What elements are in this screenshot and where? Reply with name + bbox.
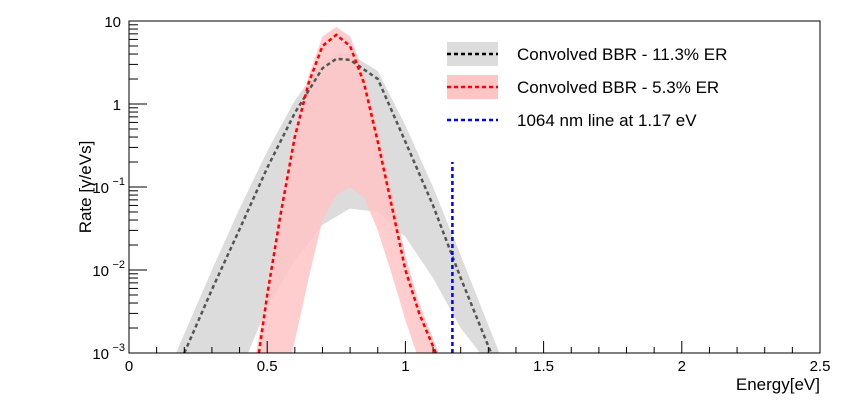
y-tick-label-base: 10 bbox=[92, 263, 109, 280]
legend-label-1064nm: 1064 nm line at 1.17 eV bbox=[517, 111, 697, 130]
y-tick-label-base: 1 bbox=[113, 97, 121, 114]
y-axis-title: Rate [γ/eVs] bbox=[76, 141, 95, 234]
y-tick-label: 1 bbox=[113, 97, 121, 114]
legend-label-er-11: Convolved BBR - 11.3% ER bbox=[517, 45, 727, 64]
x-axis-title: Energy[eV] bbox=[736, 375, 820, 394]
legend-entry-er-11: Convolved BBR - 11.3% ER bbox=[447, 42, 727, 66]
y-tick-label: 10 −1 bbox=[92, 176, 125, 197]
legend-entry-er-5: Convolved BBR - 5.3% ER bbox=[447, 75, 719, 99]
y-tick-label: 10 −2 bbox=[92, 259, 125, 280]
y-tick-label-base: 10 bbox=[92, 346, 109, 363]
y-tick-label-exponent: −3 bbox=[112, 342, 125, 354]
x-tick-label: 0 bbox=[125, 358, 133, 375]
x-tick-label: 0.5 bbox=[257, 358, 278, 375]
y-tick-label-exponent: −1 bbox=[112, 176, 125, 188]
x-tick-label: 1.5 bbox=[533, 358, 554, 375]
x-tick-label: 2.5 bbox=[810, 358, 831, 375]
legend: Convolved BBR - 11.3% ER Convolved BBR -… bbox=[447, 42, 727, 130]
x-axis: 0 0.5 1 1.5 2 2.5 bbox=[125, 341, 831, 375]
legend-label-er-5: Convolved BBR - 5.3% ER bbox=[517, 78, 719, 97]
x-tick-label: 1 bbox=[401, 358, 409, 375]
plot-area bbox=[176, 26, 500, 353]
y-tick-label-exponent: −2 bbox=[112, 259, 125, 271]
y-tick-label: 10 bbox=[104, 14, 121, 31]
curve-er-5 bbox=[257, 33, 437, 353]
y-tick-label-base: 10 bbox=[104, 14, 121, 31]
x-tick-label: 2 bbox=[678, 358, 686, 375]
y-tick-label-base: 10 bbox=[92, 180, 109, 197]
band-er-11 bbox=[176, 54, 500, 353]
legend-entry-1064nm: 1064 nm line at 1.17 eV bbox=[447, 111, 697, 130]
curve-er-11 bbox=[183, 57, 493, 353]
y-tick-label: 10 −3 bbox=[92, 342, 125, 363]
